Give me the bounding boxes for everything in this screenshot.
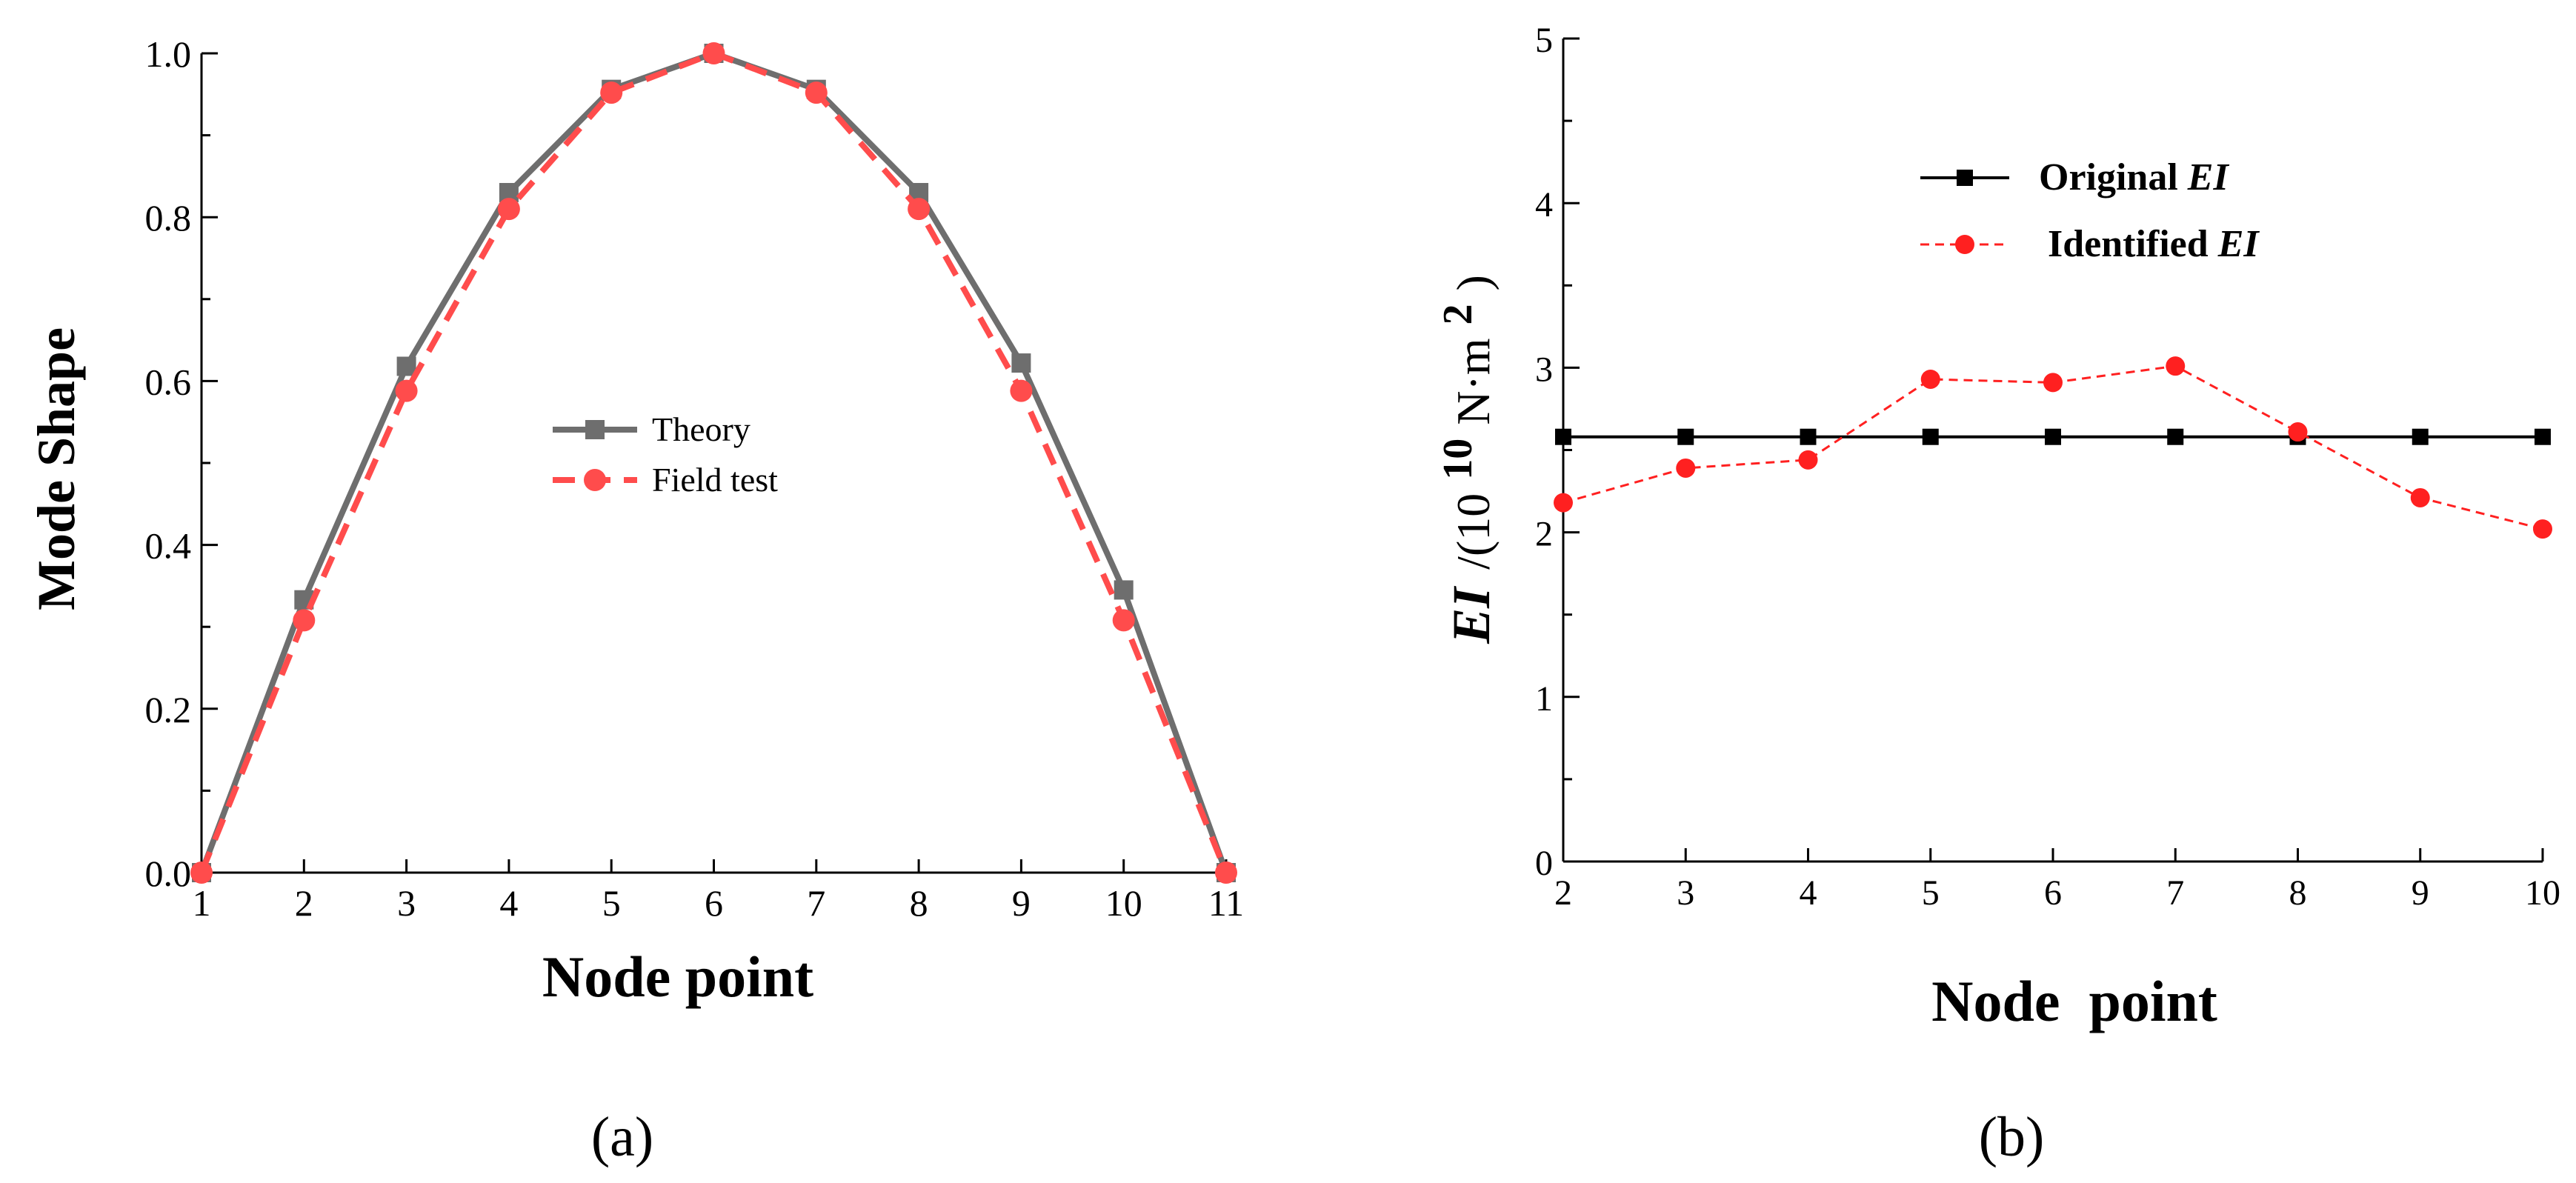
legend-b-swatch-marker — [1955, 235, 1974, 254]
panel-a-ytick-label: 0.6 — [145, 361, 192, 402]
panel-b-ylabel-exp: 10 — [1435, 439, 1481, 480]
panel-a-series-1-point — [1114, 580, 1134, 600]
panel-a-label: (a) — [591, 1106, 653, 1168]
panel-b-series-2-point — [2288, 422, 2308, 442]
panel-b-series-2-point — [1920, 369, 1940, 389]
legend-a-swatch-marker — [584, 469, 606, 491]
legend-b-label-ei: EI — [2187, 156, 2230, 199]
panel-a-ytick-label: 1.0 — [145, 33, 192, 75]
panel-a-series-1-point — [396, 356, 416, 376]
panel-a-xtick-label: 11 — [1208, 882, 1244, 924]
panel-b-series-2-point — [2533, 519, 2552, 539]
panel-a-series-2-point — [395, 379, 418, 402]
legend-b-label-ei: EI — [2217, 223, 2260, 265]
panel-a-series-2-point — [600, 81, 623, 104]
panel-a-series-2-point — [805, 81, 828, 104]
panel-b-xtick-label: 3 — [1677, 873, 1694, 913]
panel-a-ylabel: Mode Shape — [27, 327, 86, 610]
panel-b-series-2-point — [2043, 373, 2063, 393]
panel-a-xlabel: Node point — [542, 944, 813, 1009]
panel-a-xtick-label: 5 — [602, 882, 621, 924]
panel-b-ylabel-exp2: 2 — [1435, 304, 1481, 324]
panel-a-series-2-point — [1215, 862, 1237, 884]
panel-b-series-1-point — [2167, 428, 2184, 445]
panel-a-xtick-label: 9 — [1012, 882, 1031, 924]
panel-a-xtick-label: 2 — [295, 882, 313, 924]
panel-b-ytick-label: 3 — [1535, 350, 1553, 389]
panel-a-xtick-label: 7 — [807, 882, 825, 924]
panel-b-series-1-point — [1677, 428, 1694, 445]
panel-b-xtick-label: 10 — [2525, 873, 2560, 913]
legend-b-label-text: Original — [2039, 156, 2188, 199]
panel-b-ytick-label: 2 — [1535, 515, 1553, 554]
legend-b-label-text: Identified — [2048, 223, 2218, 265]
panel-a-series-2-point — [1010, 379, 1033, 402]
panel-b-ytick-label: 5 — [1535, 21, 1553, 60]
panel-b-ylabel: EI /(10 10 N·m 2 ) — [1424, 275, 1501, 644]
panel-b-series — [1554, 356, 2552, 539]
panel-b-series-1-point — [2412, 428, 2429, 445]
panel-a-ytick-label: 0.2 — [145, 689, 192, 730]
panel-a-xtick-label: 1 — [193, 882, 211, 924]
panel-a-legend: Theory Field test — [553, 410, 778, 499]
panel-b-ytick-label: 1 — [1535, 679, 1553, 719]
panel-a-series — [190, 42, 1237, 884]
panel-a-xtick-label: 6 — [705, 882, 723, 924]
panel-a-xtick-label: 10 — [1105, 882, 1142, 924]
panel-b-xtick-label: 2 — [1554, 873, 1572, 913]
panel-b-xtick-label: 8 — [2289, 873, 2307, 913]
panel-a-ytick-label: 0.4 — [145, 525, 192, 567]
panel-b-ylabel-close: ) — [1447, 275, 1500, 290]
panel-a-xtick-label: 3 — [397, 882, 416, 924]
panel-b-ytick-label: 0 — [1535, 844, 1553, 883]
panel-b-series-2-point — [2410, 487, 2430, 507]
panel-b-xtick-label: 7 — [2166, 873, 2184, 913]
panel-b-ylabel-unit: /(10 — [1447, 493, 1500, 570]
panel-a-series-2-point — [702, 42, 725, 64]
panel-b-series-2-point — [1554, 493, 1573, 513]
panel-b-series-1-point — [1922, 428, 1939, 445]
panel-a-axes: 0.0 0.2 0.4 0.6 0.8 1.0 1 2 3 4 5 6 7 8 9 10 11 — [145, 33, 1245, 924]
legend-b-label: Original EI — [2039, 156, 2229, 199]
legend-b-swatch-marker — [1957, 170, 1973, 186]
panel-b-series-1-point — [2045, 428, 2061, 445]
panel-b-series-1-point — [1800, 428, 1817, 445]
panel-a-xtick-label: 4 — [499, 882, 518, 924]
panel-a-xtick-label: 8 — [910, 882, 928, 924]
panel-b-series-1-point — [1555, 428, 1571, 445]
panel-a-series-1-point — [1011, 353, 1031, 373]
panel-b-xtick-label: 6 — [2044, 873, 2062, 913]
panel-a-chart: 0.0 0.2 0.4 0.6 0.8 1.0 1 2 3 4 5 6 7 8 9 10 11 Theory Fi… — [27, 33, 1244, 1168]
panel-a-series-2-point — [1112, 609, 1135, 632]
panel-b-ylabel-ei: EI — [1442, 585, 1501, 644]
legend-a-label: Theory — [652, 410, 750, 448]
legend-a-swatch-marker — [585, 420, 605, 439]
panel-b-series-1-point — [2535, 428, 2551, 445]
panel-b-ytick-label: 4 — [1535, 185, 1553, 224]
panel-b-series-2-point — [2166, 356, 2186, 376]
panel-b-axes: 0 1 2 3 4 5 2 3 4 5 6 7 8 9 10 — [1535, 21, 2560, 913]
panel-a-series-2-point — [497, 198, 520, 221]
panel-a-ytick-label: 0.8 — [145, 197, 192, 239]
panel-b-label: (b) — [1979, 1106, 2045, 1168]
panel-b-xtick-label: 9 — [2412, 873, 2429, 913]
panel-b-series-2-point — [1798, 450, 1818, 470]
legend-a-label: Field test — [652, 461, 778, 499]
panel-b-xtick-label: 4 — [1800, 873, 1817, 913]
panel-b-series-2-point — [1676, 458, 1696, 478]
legend-b-label: Identified EI — [2048, 223, 2260, 265]
panel-a-series-2-point — [293, 609, 316, 632]
panel-b-xlabel: Node point — [1931, 969, 2217, 1033]
panel-a-ytick-label: 0.0 — [145, 853, 192, 894]
panel-b-ylabel-rest: N·m — [1447, 338, 1500, 424]
panel-b-xtick-label: 5 — [1922, 873, 1940, 913]
panel-a-series-2-point — [190, 862, 213, 884]
panel-a-series-2-point — [908, 198, 931, 221]
